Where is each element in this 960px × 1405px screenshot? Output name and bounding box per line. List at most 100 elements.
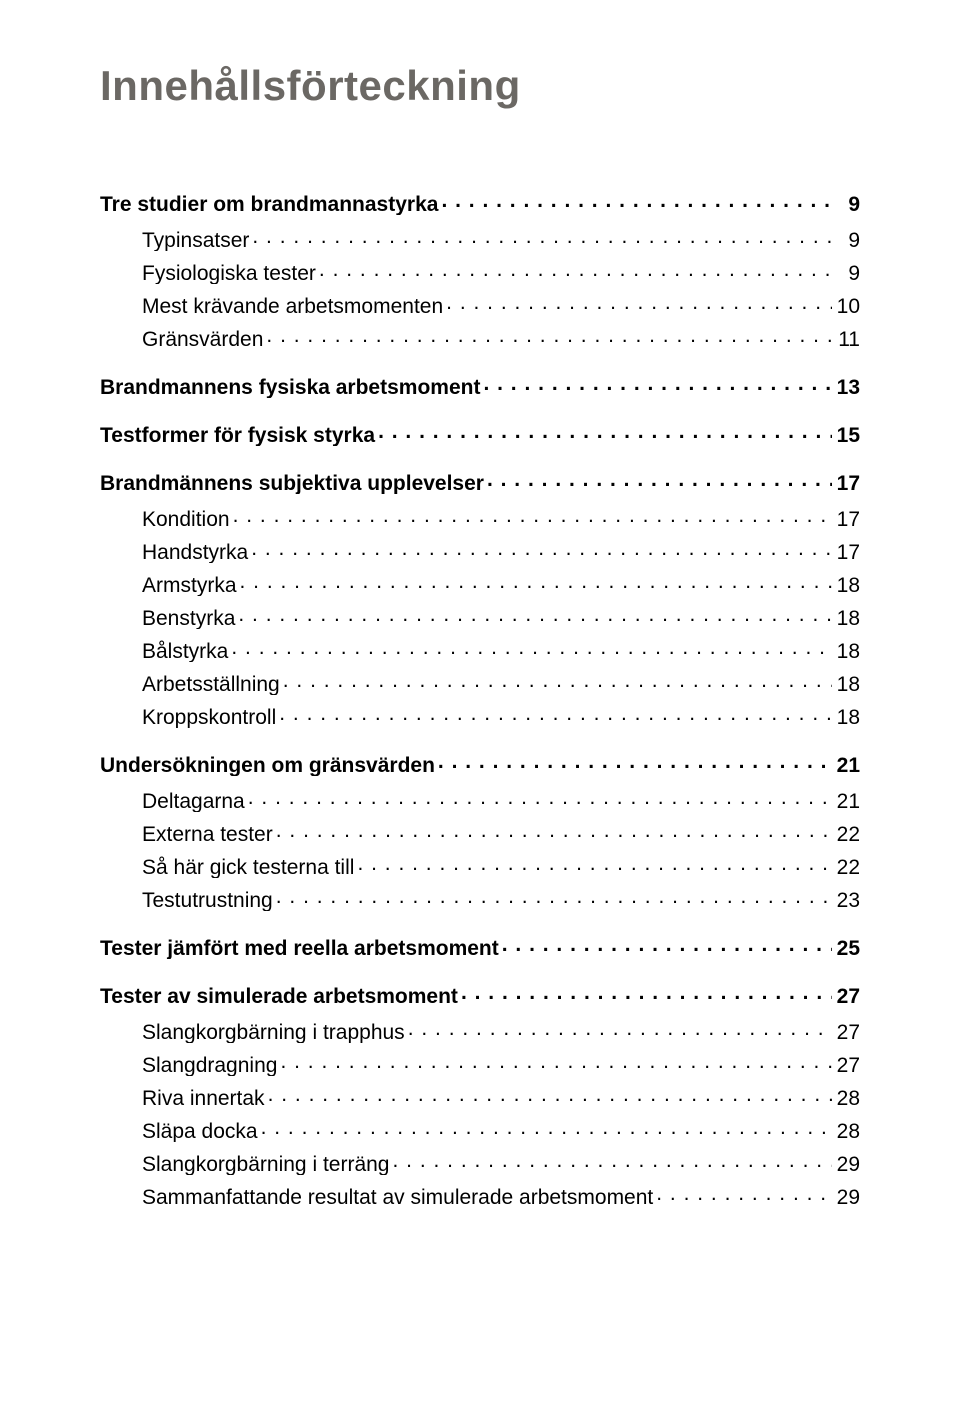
toc-page-number: 23 [832, 890, 860, 911]
toc-entry: Typinsatser9 [142, 226, 860, 251]
toc-entry: Tre studier om brandmannastyrka 9 [100, 190, 860, 215]
toc-label: Handstyrka [142, 542, 248, 563]
toc-page-number: 22 [832, 824, 860, 845]
toc-label: Gränsvärden [142, 329, 263, 350]
toc-entry: Slangkorgbärning i trapphus 27 [142, 1018, 860, 1043]
toc-entry: Riva innertak 28 [142, 1084, 860, 1109]
toc-leader [283, 670, 832, 691]
toc-page-number: 18 [832, 707, 860, 728]
toc-entry: Arbetsställning 18 [142, 670, 860, 695]
toc-entry: Testformer för fysisk styrka 15 [100, 421, 860, 446]
toc-leader [252, 226, 832, 247]
toc-page-number: 17 [832, 473, 860, 494]
toc-page-number: 18 [832, 674, 860, 695]
toc-page-number: 11 [832, 329, 860, 350]
toc-leader [248, 787, 832, 808]
toc-entry: Bålstyrka 18 [142, 637, 860, 662]
toc-entry: Kondition 17 [142, 505, 860, 530]
toc-leader [656, 1183, 832, 1204]
toc-entry: Gränsvärden 11 [142, 325, 860, 350]
toc-label: Brandmannens fysiska arbetsmoment [100, 377, 480, 398]
toc-leader [231, 637, 832, 658]
toc-label: Tester jämfört med reella arbetsmoment [100, 938, 499, 959]
toc-entry: Kroppskontroll 18 [142, 703, 860, 728]
toc-entry: Slangdragning 27 [142, 1051, 860, 1076]
toc-entry: Brandmännens subjektiva upplevelser 17 [100, 469, 860, 494]
toc-leader [276, 820, 832, 841]
toc-entry: Undersökningen om gränsvärden 21 [100, 751, 860, 776]
toc-leader [441, 190, 832, 211]
toc-label: Testutrustning [142, 890, 273, 911]
toc-leader [261, 1117, 832, 1138]
toc-entry: Benstyrka18 [142, 604, 860, 629]
table-of-contents: Tre studier om brandmannastyrka 9 Typinsat… [100, 190, 860, 1208]
toc-label: Deltagarna [142, 791, 245, 812]
toc-entry: Mest krävande arbetsmomenten10 [142, 292, 860, 317]
toc-label: Externa tester [142, 824, 273, 845]
toc-leader [240, 571, 833, 592]
toc-page-number: 13 [832, 377, 860, 398]
toc-leader [319, 259, 832, 280]
toc-label: Undersökningen om gränsvärden [100, 755, 435, 776]
toc-entry: Brandmannens fysiska arbetsmoment 13 [100, 373, 860, 398]
toc-leader [483, 373, 832, 394]
toc-label: Testformer för fysisk styrka [100, 425, 375, 446]
toc-label: Arbetsställning [142, 674, 280, 695]
toc-label: Kroppskontroll [142, 707, 276, 728]
toc-entry: Externa tester 22 [142, 820, 860, 845]
toc-leader [393, 1150, 833, 1171]
toc-entry: Testutrustning 23 [142, 886, 860, 911]
toc-label: Brandmännens subjektiva upplevelser [100, 473, 484, 494]
toc-page-number: 22 [832, 857, 860, 878]
toc-page-number: 10 [832, 296, 860, 317]
toc-label: Tre studier om brandmannastyrka [100, 194, 438, 215]
toc-leader [461, 982, 832, 1003]
toc-label: Riva innertak [142, 1088, 265, 1109]
toc-label: Benstyrka [142, 608, 235, 629]
toc-page-number: 29 [832, 1154, 860, 1175]
toc-leader [233, 505, 832, 526]
toc-page-number: 9 [832, 194, 860, 215]
toc-page-number: 18 [832, 575, 860, 596]
toc-label: Slangkorgbärning i trapphus [142, 1022, 405, 1043]
toc-leader [487, 469, 832, 490]
toc-entry: Så här gick testerna till22 [142, 853, 860, 878]
toc-label: Slangkorgbärning i terräng [142, 1154, 390, 1175]
toc-entry: Slangkorgbärning i terräng 29 [142, 1150, 860, 1175]
toc-label: Sammanfattande resultat av simulerade ar… [142, 1187, 653, 1208]
toc-label: Kondition [142, 509, 230, 530]
toc-page-number: 27 [832, 986, 860, 1007]
toc-leader [279, 703, 832, 724]
toc-label: Tester av simulerade arbetsmoment [100, 986, 458, 1007]
toc-page-number: 18 [832, 641, 860, 662]
toc-entry: Släpa docka28 [142, 1117, 860, 1142]
toc-leader [251, 538, 832, 559]
toc-label: Bålstyrka [142, 641, 228, 662]
toc-page-number: 9 [832, 263, 860, 284]
toc-entry: Armstyrka 18 [142, 571, 860, 596]
toc-leader [446, 292, 832, 313]
toc-leader [276, 886, 832, 907]
toc-page-number: 27 [832, 1055, 860, 1076]
toc-page-number: 27 [832, 1022, 860, 1043]
toc-page-number: 21 [832, 791, 860, 812]
toc-leader [408, 1018, 832, 1039]
page-title: Innehållsförteckning [100, 62, 860, 110]
toc-page-number: 17 [832, 509, 860, 530]
toc-page-number: 29 [832, 1187, 860, 1208]
toc-entry: Deltagarna 21 [142, 787, 860, 812]
toc-leader [280, 1051, 832, 1072]
toc-label: Armstyrka [142, 575, 237, 596]
toc-page-number: 15 [832, 425, 860, 446]
toc-page-number: 25 [832, 938, 860, 959]
toc-label: Fysiologiska tester [142, 263, 316, 284]
toc-label: Slangdragning [142, 1055, 277, 1076]
toc-page-number: 28 [832, 1121, 860, 1142]
toc-page-number: 21 [832, 755, 860, 776]
toc-leader [502, 934, 832, 955]
toc-leader [438, 751, 832, 772]
toc-leader [268, 1084, 832, 1105]
toc-leader [266, 325, 832, 346]
toc-page-number: 28 [832, 1088, 860, 1109]
toc-leader [357, 853, 832, 874]
